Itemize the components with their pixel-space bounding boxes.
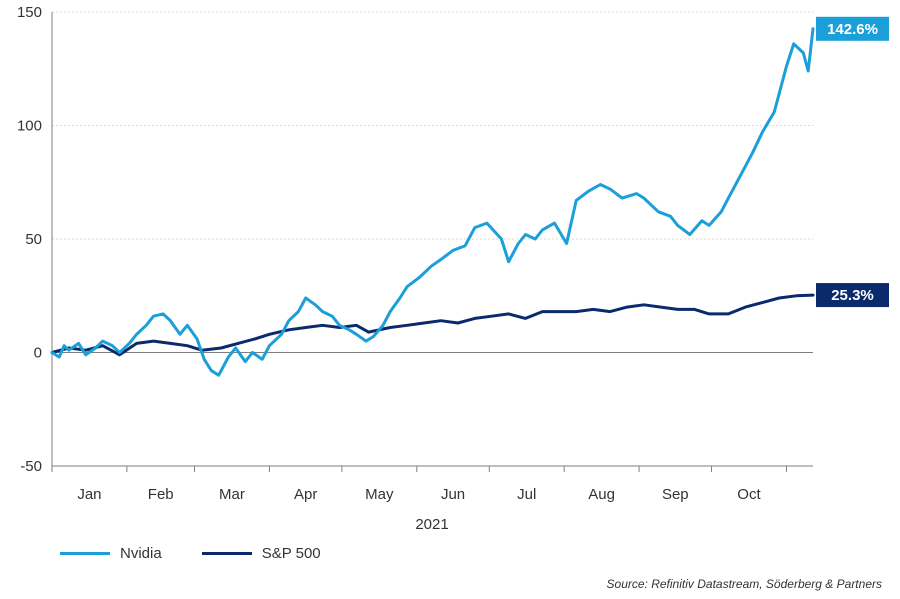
- y-tick-label: -50: [20, 458, 42, 475]
- legend-swatch-sp500: [201, 552, 252, 555]
- y-tick-label: 50: [25, 231, 42, 248]
- end-label-box-nvidia: [816, 16, 889, 41]
- end-label-sp500: 25.3%: [816, 283, 889, 308]
- legend-label-sp500: S&P 500: [261, 545, 321, 562]
- x-tick-label: Feb: [148, 486, 174, 503]
- y-tick-label: 100: [17, 118, 42, 135]
- x-tick-label: Jul: [517, 486, 536, 503]
- gridlines: [52, 11, 813, 240]
- x-axis-title: 2021: [415, 516, 448, 533]
- end-label-text-nvidia: 142.6%: [827, 21, 878, 38]
- legend-item-sp500: S&P 500: [201, 545, 321, 562]
- x-tick-label: Oct: [737, 486, 761, 503]
- series-line-sp500: [50, 293, 815, 357]
- y-tick-label: 150: [17, 4, 42, 21]
- x-tick-label: Sep: [662, 486, 689, 503]
- x-tick-label: Jun: [441, 486, 465, 503]
- x-tick-label: May: [365, 486, 394, 503]
- source-note: Source: Refinitiv Datastream, Söderberg …: [606, 577, 882, 591]
- legend-item-nvidia: Nvidia: [60, 545, 162, 562]
- x-tick-label: Apr: [294, 486, 317, 503]
- end-label-nvidia: 142.6%: [816, 16, 889, 41]
- x-tick-label: Aug: [588, 486, 615, 503]
- x-tick-label: Mar: [219, 486, 245, 503]
- axes: -50 0 50 100 150 Jan Feb Mar Apr May Jun Jul Aug Sep O…: [17, 4, 813, 503]
- series-line-nvidia: [50, 27, 815, 377]
- end-label-box-sp500: [816, 283, 889, 308]
- x-tick-label: Jan: [77, 486, 101, 503]
- legend: Nvidia S&P 500: [60, 545, 321, 562]
- legend-swatch-nvidia: [60, 552, 110, 555]
- end-labels: 142.6% 25.3%: [816, 16, 889, 308]
- end-label-text-sp500: 25.3%: [831, 287, 874, 304]
- legend-label-nvidia: Nvidia: [120, 545, 162, 562]
- y-tick-label: 0: [34, 345, 42, 362]
- series-lines: [50, 27, 815, 377]
